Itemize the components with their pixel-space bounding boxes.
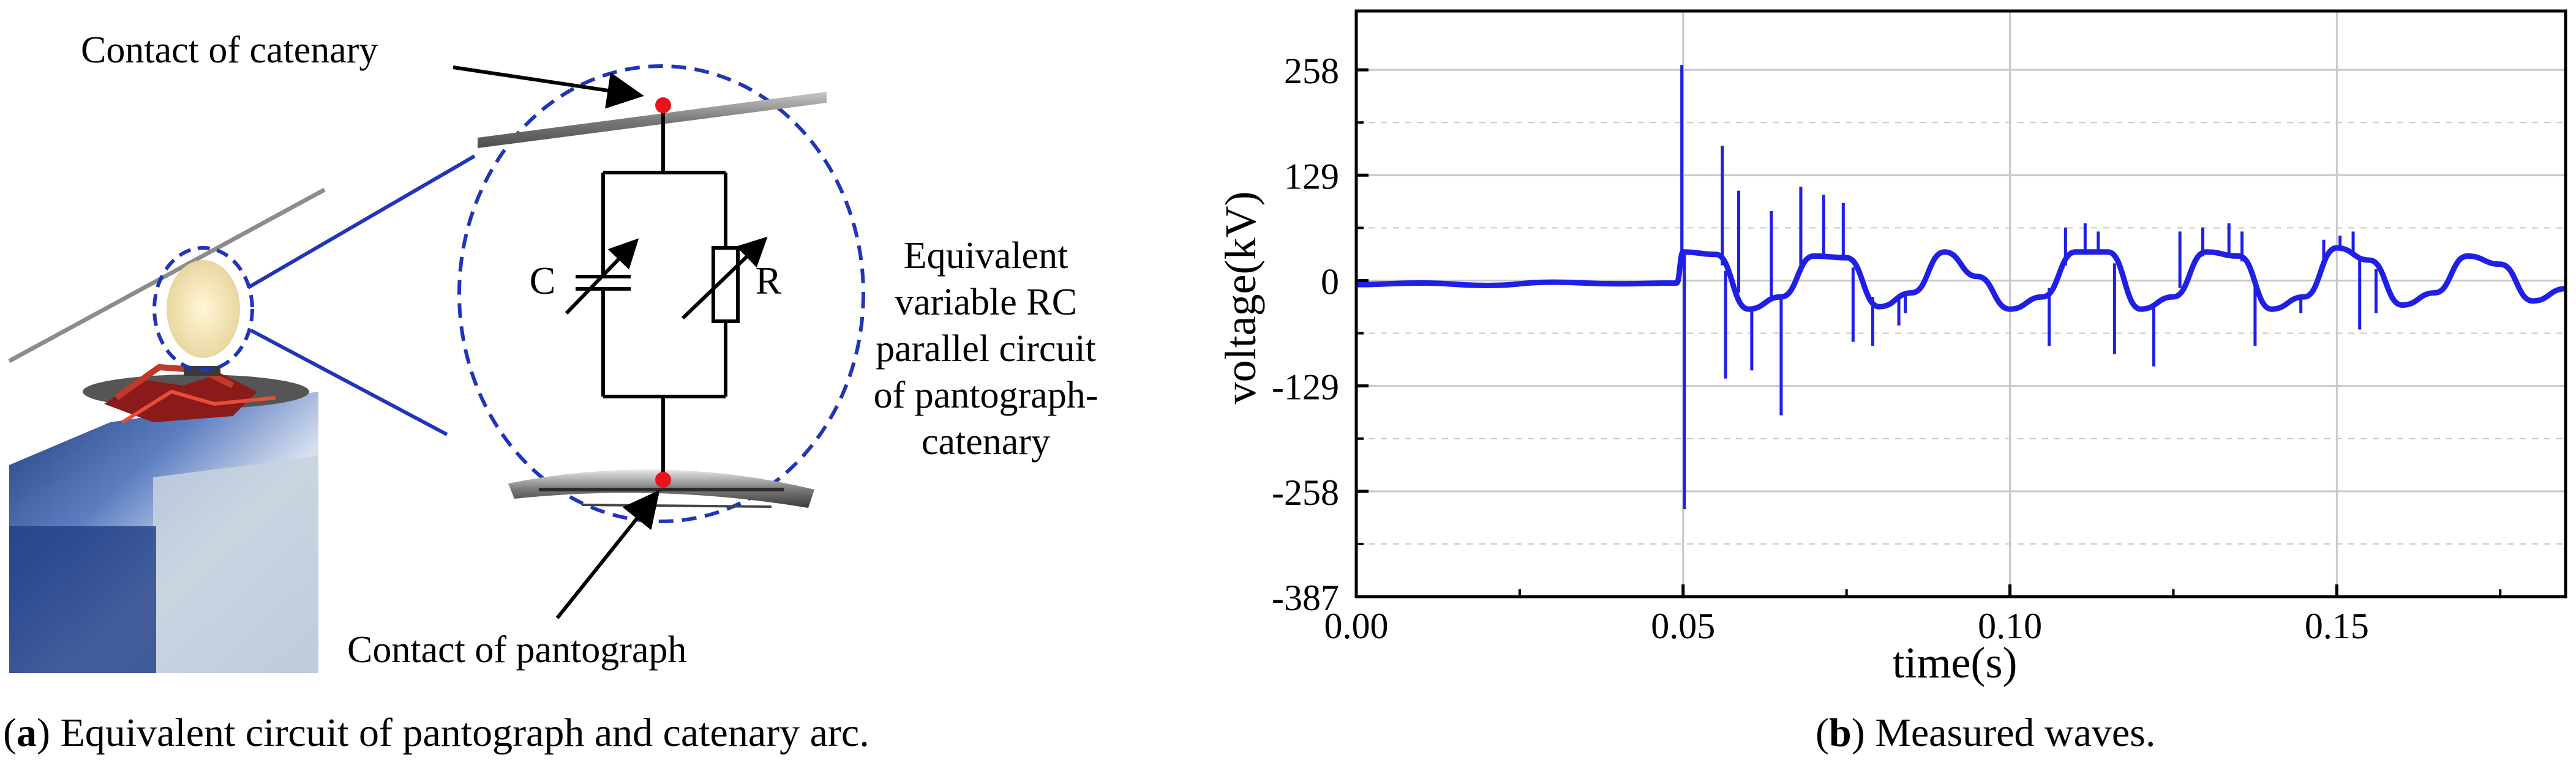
caption-b: (b) Measured waves. [1816, 710, 2156, 755]
equivalent-line: of pantograph- [874, 375, 1098, 416]
voltage-wave [1356, 65, 2566, 510]
caption-a: (a) Equivalent circuit of pantograph and… [3, 710, 869, 755]
y-axis-label: voltage(kV) [1216, 192, 1265, 404]
x-tick-label: 0.15 [2305, 606, 2369, 646]
capacitor-label: C [530, 259, 556, 302]
resistor-label: R [756, 259, 782, 302]
zoom-source-circle [152, 246, 254, 372]
y-tick-label: -387 [1272, 578, 1339, 618]
zoom-line-top [247, 154, 476, 289]
train-window-panel [153, 456, 318, 673]
y-tick-label: -258 [1272, 472, 1339, 513]
variable-capacitor [565, 238, 639, 315]
x-tick-label: 0.00 [1324, 606, 1389, 646]
variable-resistor [681, 236, 768, 323]
chart-grid [1355, 11, 2566, 598]
catenary-contact-label: Contact of catenary [81, 29, 378, 71]
photo-catenary-wire [8, 187, 326, 363]
zoomed-view: C R Contact of catenary Contact of panto… [81, 29, 1098, 671]
zoom-line-bottom [250, 329, 448, 436]
equivalent-line: Equivalent [904, 235, 1068, 277]
train-photo [8, 154, 476, 673]
caption-a-text: Equivalent circuit of pantograph and cat… [60, 710, 869, 755]
voltage-series-line [1356, 245, 2566, 312]
photo-arc [167, 260, 240, 358]
equivalent-circuit-description: Equivalent variable RC parallel circuit … [874, 235, 1098, 463]
y-tick-label: 0 [1321, 261, 1339, 302]
x-axis-label: time(s) [1893, 638, 2018, 687]
photo-pantograph [83, 363, 309, 424]
pantograph-contact-label: Contact of pantograph [347, 629, 686, 671]
catenary-arrow [452, 65, 644, 109]
pantograph-contact-dot [655, 472, 671, 488]
x-tick-label: 0.05 [1651, 606, 1715, 646]
pantograph-arrow [555, 490, 660, 619]
equivalent-line: catenary [922, 421, 1050, 463]
x-tick-label: 0.10 [1978, 606, 2042, 646]
caption-b-letter: b [1828, 710, 1852, 755]
y-tick-label: 258 [1284, 51, 1339, 91]
plot-frame [1354, 9, 2567, 598]
caption-a-letter: a [16, 710, 37, 755]
equivalent-line: variable RC [895, 281, 1077, 323]
y-tick-label: 129 [1284, 156, 1339, 196]
caption-b-text: Measured waves. [1875, 710, 2156, 755]
equivalent-line: parallel circuit [876, 328, 1096, 370]
y-tick-label: -129 [1272, 367, 1339, 408]
zoomed-catenary-wire [478, 92, 827, 148]
catenary-contact-dot [655, 97, 671, 113]
zoom-circle [457, 64, 865, 523]
